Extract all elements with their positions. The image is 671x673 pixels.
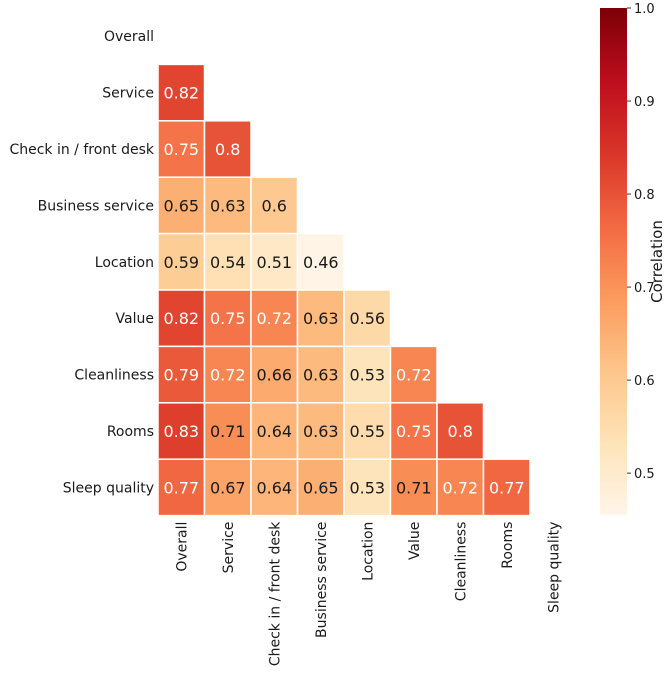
cell-value-label: 0.72: [442, 478, 478, 497]
cell-value-label: 0.51: [256, 253, 292, 272]
heatmap-cell: [250, 345, 299, 404]
y-tick-label: Service: [102, 86, 154, 102]
heatmap-cell: [343, 345, 392, 404]
cell-value-label: 0.63: [303, 422, 339, 441]
cell-value-label: 0.75: [210, 309, 246, 328]
heatmap-cell: [157, 402, 206, 460]
colorbar-ticks: 0.5 0.6 0.7 0.8 0.9 1.0: [627, 2, 655, 482]
heatmap-cell: [482, 458, 531, 517]
cell-value-label: 0.66: [256, 366, 292, 385]
x-tick-label: Value: [407, 522, 423, 560]
x-axis-tick-labels: Overall Service Check in / front desk Busin…: [174, 521, 562, 666]
cell-value-label: 0.6: [262, 196, 287, 215]
heatmap-cell: [389, 458, 438, 517]
colorbar-tick-label: 0.8: [634, 188, 655, 203]
heatmap-cell: [203, 289, 252, 348]
cell-value-label: 0.82: [163, 309, 199, 328]
cell-value-label: 0.72: [396, 366, 432, 385]
heatmap-cell: [250, 176, 299, 235]
colorbar-label: Correlation: [648, 220, 666, 303]
x-tick-label: Rooms: [500, 522, 516, 569]
colorbar-tick-label: 0.7: [634, 281, 655, 296]
cell-value-label: 0.77: [489, 478, 525, 497]
x-tick-label: Service: [221, 522, 237, 574]
cell-value-label: 0.82: [163, 84, 199, 103]
cell-value-label: 0.63: [303, 366, 339, 385]
cell-value-label: 0.55: [349, 422, 385, 441]
heatmap-cell: [389, 345, 438, 404]
y-tick-label: Overall: [104, 29, 154, 45]
cell-value-label: 0.59: [163, 253, 199, 272]
colorbar-tick-label: 0.5: [634, 467, 655, 482]
cell-value-label: 0.8: [448, 422, 473, 441]
colorbar: 0.5 0.6 0.7 0.8 0.9 1.0 Correlation: [600, 2, 666, 515]
cell-value-label: 0.75: [396, 422, 432, 441]
x-tick-label: Cleanliness: [453, 522, 469, 602]
colorbar-tick-label: 0.9: [634, 95, 655, 110]
cell-value-label: 0.54: [210, 253, 246, 272]
x-tick-label: Location: [360, 522, 376, 581]
cell-value-label: 0.46: [303, 253, 339, 272]
heatmap-cell: [203, 232, 252, 291]
cell-value-label: 0.72: [256, 309, 292, 328]
y-tick-label: Rooms: [107, 424, 154, 440]
cell-value-label: 0.77: [163, 478, 199, 497]
heatmap-cell: [203, 402, 252, 460]
y-tick-label: Value: [116, 311, 154, 327]
x-tick-label: Overall: [174, 522, 190, 572]
cell-value-label: 0.75: [163, 140, 199, 159]
cell-value-label: 0.53: [349, 366, 385, 385]
cell-value-label: 0.71: [396, 478, 432, 497]
cell-value-label: 0.56: [349, 309, 385, 328]
y-tick-label: Cleanliness: [74, 368, 154, 384]
heatmap-cell: [296, 289, 345, 348]
colorbar-tick-label: 0.6: [634, 374, 655, 389]
cell-value-label: 0.71: [210, 422, 246, 441]
x-tick-label: Business service: [314, 522, 330, 638]
cell-value-label: 0.65: [163, 196, 199, 215]
heatmap-cell: [389, 402, 438, 460]
cell-value-label: 0.64: [256, 422, 292, 441]
x-tick-label: Sleep quality: [546, 522, 562, 613]
colorbar-tick-label: 1.0: [634, 2, 655, 17]
colorbar-gradient: [600, 8, 627, 515]
cell-value-label: 0.72: [210, 366, 246, 385]
y-axis-tick-labels: Overall Service Check in / front desk Busin…: [9, 29, 154, 496]
x-tick-label: Check in / front desk: [267, 521, 283, 666]
cell-value-label: 0.8: [215, 140, 240, 159]
y-tick-label: Check in / front desk: [9, 142, 154, 158]
heatmap-cell: [250, 458, 299, 517]
cell-value-label: 0.53: [349, 478, 385, 497]
heatmap-cell: [157, 63, 206, 122]
heatmap-cell: [157, 120, 206, 178]
y-tick-label: Business service: [38, 198, 154, 214]
cell-value-label: 0.65: [303, 478, 339, 497]
cell-value-label: 0.63: [210, 196, 246, 215]
cell-value-label: 0.64: [256, 478, 292, 497]
heatmap-cell: [157, 458, 206, 517]
heatmap-cell: [296, 345, 345, 404]
heatmap-cell: [436, 458, 485, 517]
y-tick-label: Sleep quality: [63, 480, 154, 496]
heatmap-cell: [157, 345, 206, 404]
cell-value-label: 0.79: [163, 366, 199, 385]
y-tick-label: Location: [95, 255, 154, 271]
cell-value-label: 0.67: [210, 478, 246, 497]
heatmap-cell: [203, 345, 252, 404]
cell-value-label: 0.83: [163, 422, 199, 441]
heatmap-cell: [296, 232, 345, 291]
heatmap-cells: 0.82 0.75 0.8 0.65 0.63 0.6 0.59 0.54 0.51 0.46 0.…: [157, 63, 531, 517]
cell-value-label: 0.63: [303, 309, 339, 328]
